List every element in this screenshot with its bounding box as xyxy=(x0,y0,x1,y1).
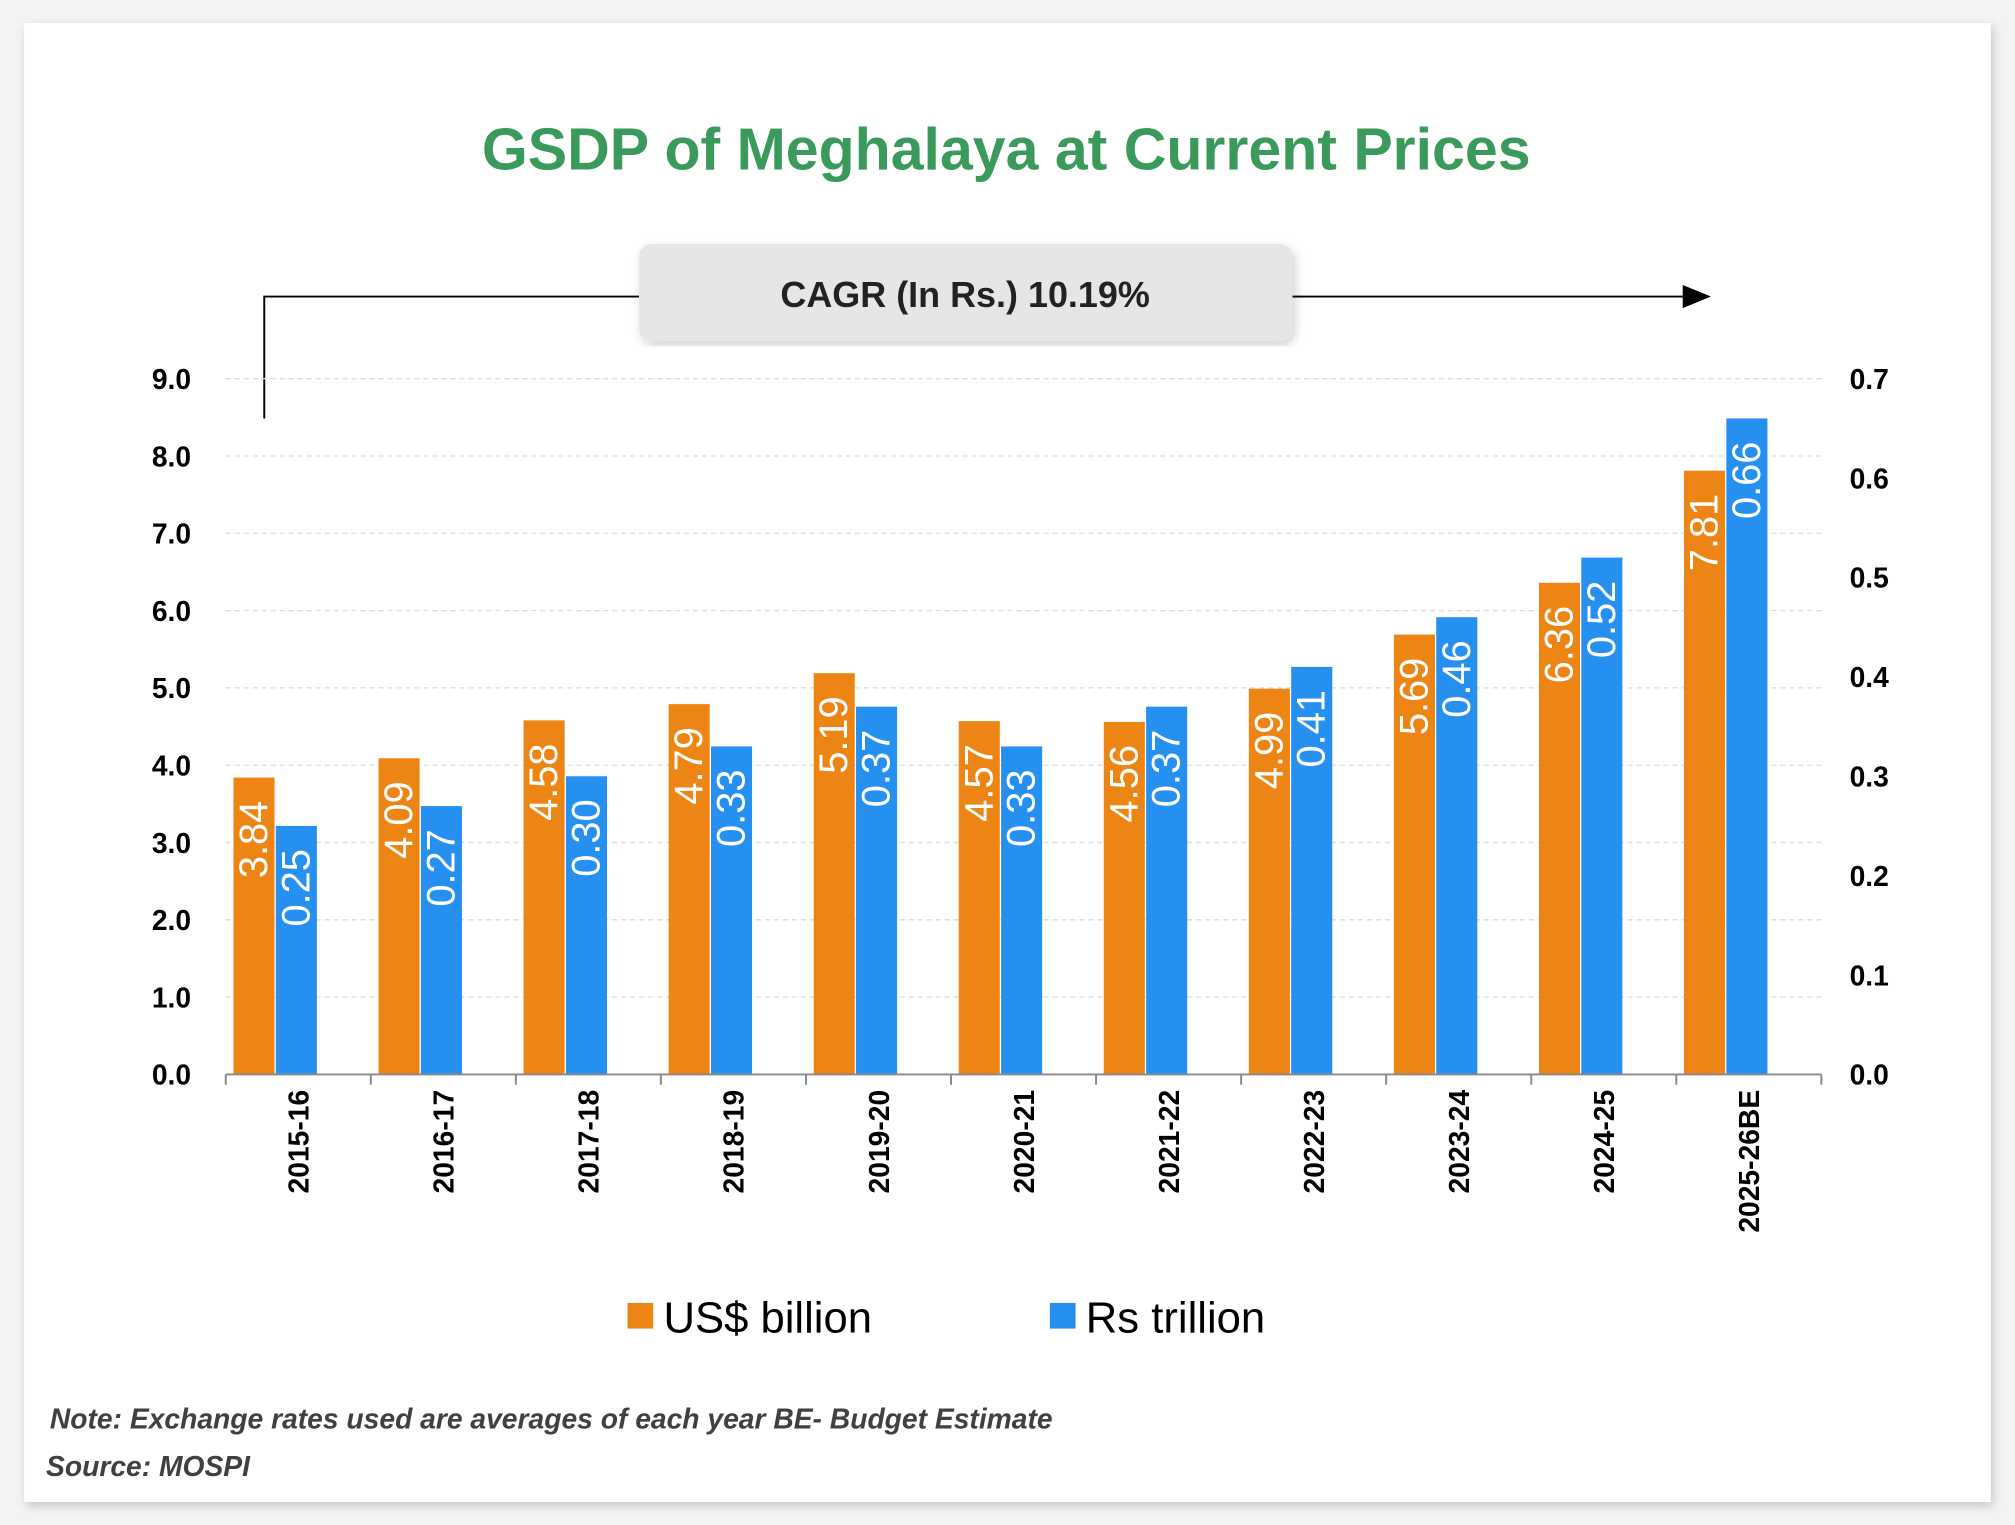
data-label: 0.46 xyxy=(1435,640,1479,717)
legend: US$ billion Rs trillion xyxy=(627,1293,1265,1342)
right-tick-label: 0.3 xyxy=(1850,761,1889,793)
data-label: 4.57 xyxy=(957,744,1001,821)
bar-usd-billion xyxy=(378,758,420,1075)
left-tick-label: 2.0 xyxy=(152,904,191,936)
right-tick-label: 0.6 xyxy=(1850,462,1889,494)
x-tick-label: 2019-20 xyxy=(863,1090,895,1194)
data-label: 0.66 xyxy=(1725,442,1769,519)
cagr-box xyxy=(639,243,1293,342)
legend-swatch-rs xyxy=(1049,1302,1076,1329)
bar-rs-trillion xyxy=(1726,418,1768,1075)
x-tick-label: 2022-23 xyxy=(1298,1090,1330,1194)
right-tick-label: 0.7 xyxy=(1850,363,1889,395)
data-label: 4.58 xyxy=(522,743,566,820)
x-tick-label: 2015-16 xyxy=(283,1090,315,1194)
bar-usd-billion xyxy=(1538,582,1581,1075)
left-tick-label: 3.0 xyxy=(152,827,191,859)
right-tick-label: 0.2 xyxy=(1850,860,1889,892)
left-tick-label: 9.0 xyxy=(152,363,191,395)
source: Source: MOSPI xyxy=(46,1450,251,1482)
data-label: 6.36 xyxy=(1537,606,1581,683)
arrowhead-icon xyxy=(1682,284,1711,309)
bar-usd-billion xyxy=(1248,688,1290,1075)
x-tick-label: 2018-19 xyxy=(718,1090,750,1194)
cagr-arrow xyxy=(263,295,1686,419)
legend-swatch-usd xyxy=(627,1302,654,1329)
left-tick-label: 8.0 xyxy=(152,440,191,472)
bars: 3.840.254.090.274.580.304.790.335.190.37… xyxy=(232,418,1769,1075)
data-label: 0.41 xyxy=(1290,690,1334,767)
bar-rs-trillion xyxy=(1146,706,1188,1075)
data-label: 0.37 xyxy=(1145,730,1189,807)
chart-title: GSDP of Meghalaya at Current Prices xyxy=(482,116,1531,182)
left-tick-label: 6.0 xyxy=(152,595,191,627)
left-tick-label: 7.0 xyxy=(152,518,191,550)
left-tick-label: 5.0 xyxy=(152,672,191,704)
bar-rs-trillion xyxy=(565,776,607,1075)
left-tick-label: 0.0 xyxy=(152,1059,191,1091)
bar-rs-trillion xyxy=(275,825,317,1075)
x-tick-label: 2021-22 xyxy=(1153,1090,1185,1194)
bar-usd-billion xyxy=(233,777,275,1075)
legend-label-rs: Rs trillion xyxy=(1086,1293,1265,1342)
right-tick-label: 0.5 xyxy=(1850,562,1889,594)
right-tick-label: 0.4 xyxy=(1850,661,1890,693)
bar-usd-billion xyxy=(523,720,565,1075)
data-label: 5.69 xyxy=(1392,658,1436,735)
bar-usd-billion xyxy=(813,673,855,1075)
data-label: 0.30 xyxy=(564,799,608,876)
axes: 0.0 1.0 2.0 3.0 4.0 5.0 6.0 7.0 8.0 9.0 0.0 0.1 0.2 0… xyxy=(152,363,1889,1233)
data-label: 0.37 xyxy=(855,730,899,807)
data-label: 3.84 xyxy=(232,801,276,878)
bar-rs-trillion xyxy=(1001,746,1043,1075)
bar-usd-billion xyxy=(1683,470,1726,1075)
data-label: 5.19 xyxy=(812,696,856,773)
data-label: 0.33 xyxy=(1000,770,1044,847)
cagr-label: CAGR (In Rs.) 10.19% xyxy=(780,274,1149,315)
data-label: 4.99 xyxy=(1247,712,1291,789)
data-label: 0.25 xyxy=(274,849,318,926)
right-tick-label: 0.1 xyxy=(1850,959,1889,991)
bar-usd-billion xyxy=(1393,634,1435,1075)
data-label: 0.27 xyxy=(419,829,463,906)
bar-rs-trillion xyxy=(1291,666,1333,1075)
bar-usd-billion xyxy=(958,721,1000,1075)
data-label: 7.81 xyxy=(1683,494,1727,571)
left-tick-label: 4.0 xyxy=(152,749,191,781)
data-label: 0.33 xyxy=(710,770,754,847)
x-tick-label: 2024-25 xyxy=(1588,1090,1620,1194)
data-label: 4.09 xyxy=(377,781,421,858)
data-label: 0.52 xyxy=(1580,581,1624,658)
legend-label-usd: US$ billion xyxy=(663,1293,872,1342)
bar-rs-trillion xyxy=(710,746,753,1075)
x-tick-label: 2016-17 xyxy=(428,1090,460,1194)
x-tick-label: 2025-26BE xyxy=(1733,1090,1765,1233)
footnote: Note: Exchange rates used are averages o… xyxy=(50,1403,1053,1435)
bar-rs-trillion xyxy=(856,706,898,1075)
bar-rs-trillion xyxy=(420,806,462,1075)
bar-usd-billion xyxy=(668,704,710,1075)
data-label: 4.79 xyxy=(667,727,711,804)
left-tick-label: 1.0 xyxy=(152,981,191,1013)
bar-rs-trillion xyxy=(1581,557,1623,1075)
x-tick-label: 2023-24 xyxy=(1443,1090,1475,1194)
x-tick-label: 2020-21 xyxy=(1008,1090,1040,1194)
bar-usd-billion xyxy=(1103,721,1145,1075)
x-tick-label: 2017-18 xyxy=(573,1090,605,1194)
bar-rs-trillion xyxy=(1436,617,1478,1075)
data-label: 4.56 xyxy=(1102,745,1146,822)
right-tick-label: 0.0 xyxy=(1850,1059,1889,1091)
